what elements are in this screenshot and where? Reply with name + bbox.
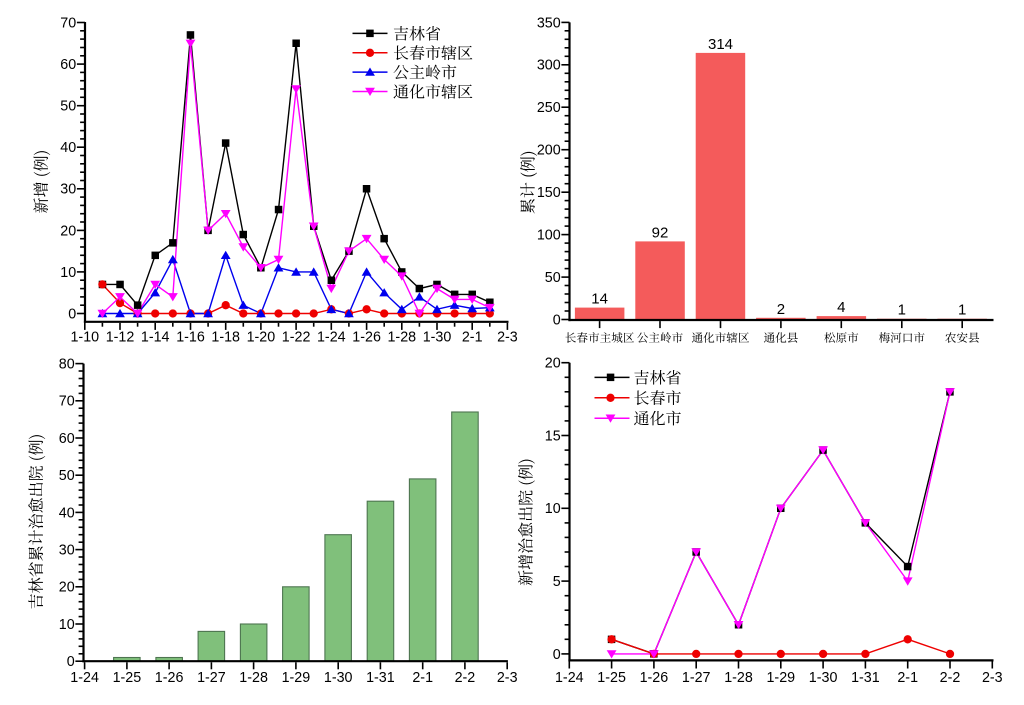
svg-text:40: 40 xyxy=(60,140,76,156)
svg-text:1-26: 1-26 xyxy=(352,329,381,345)
svg-text:1: 1 xyxy=(898,302,906,319)
svg-text:1-24: 1-24 xyxy=(555,670,584,686)
svg-text:1-26: 1-26 xyxy=(155,670,184,686)
svg-text:1-10: 1-10 xyxy=(70,329,99,345)
svg-text:2-1: 2-1 xyxy=(412,670,433,686)
svg-text:2-1: 2-1 xyxy=(462,329,483,345)
svg-text:0: 0 xyxy=(68,306,76,322)
svg-text:40: 40 xyxy=(59,505,75,521)
svg-text:2-3: 2-3 xyxy=(982,670,1003,686)
svg-text:1-25: 1-25 xyxy=(113,670,142,686)
svg-text:20: 20 xyxy=(59,580,75,596)
svg-text:20: 20 xyxy=(545,356,561,372)
svg-text:1-27: 1-27 xyxy=(682,670,711,686)
svg-text:15: 15 xyxy=(545,428,561,444)
svg-text:0: 0 xyxy=(553,312,561,328)
svg-text:1-22: 1-22 xyxy=(282,329,311,345)
svg-text:1-24: 1-24 xyxy=(70,670,99,686)
svg-text:250: 250 xyxy=(537,100,561,116)
svg-text:314: 314 xyxy=(708,36,733,53)
svg-text:14: 14 xyxy=(591,291,608,308)
svg-text:30: 30 xyxy=(59,543,75,559)
svg-text:1-27: 1-27 xyxy=(197,670,226,686)
svg-text:4: 4 xyxy=(837,299,845,316)
svg-text:150: 150 xyxy=(537,185,561,201)
svg-text:80: 80 xyxy=(59,357,75,373)
svg-text:70: 70 xyxy=(60,15,76,31)
svg-text:60: 60 xyxy=(60,57,76,73)
svg-text:1-28: 1-28 xyxy=(387,329,416,345)
svg-text:1-24: 1-24 xyxy=(317,329,346,345)
svg-text:1-18: 1-18 xyxy=(211,329,240,345)
svg-text:92: 92 xyxy=(652,224,669,241)
svg-text:200: 200 xyxy=(537,143,561,159)
svg-text:5: 5 xyxy=(553,574,561,590)
svg-text:1-20: 1-20 xyxy=(247,329,276,345)
svg-text:100: 100 xyxy=(537,228,561,244)
svg-text:300: 300 xyxy=(537,58,561,74)
svg-text:350: 350 xyxy=(537,15,561,31)
svg-text:50: 50 xyxy=(59,468,75,484)
svg-text:60: 60 xyxy=(59,431,75,447)
svg-text:10: 10 xyxy=(60,265,76,281)
svg-text:10: 10 xyxy=(59,617,75,633)
svg-text:1-28: 1-28 xyxy=(724,670,753,686)
svg-text:20: 20 xyxy=(60,223,76,239)
svg-text:10: 10 xyxy=(545,501,561,517)
svg-text:50: 50 xyxy=(60,99,76,115)
svg-text:30: 30 xyxy=(60,182,76,198)
svg-text:2-2: 2-2 xyxy=(940,670,961,686)
svg-text:1-26: 1-26 xyxy=(640,670,669,686)
svg-text:2-1: 2-1 xyxy=(897,670,918,686)
svg-text:1-29: 1-29 xyxy=(282,670,311,686)
svg-text:0: 0 xyxy=(67,654,75,670)
svg-text:1-30: 1-30 xyxy=(324,670,353,686)
svg-text:1-31: 1-31 xyxy=(851,670,880,686)
svg-text:1-25: 1-25 xyxy=(597,670,626,686)
svg-text:2-3: 2-3 xyxy=(497,670,518,686)
svg-text:2-2: 2-2 xyxy=(455,670,476,686)
svg-text:1-29: 1-29 xyxy=(766,670,795,686)
svg-text:1-16: 1-16 xyxy=(176,329,205,345)
svg-text:1-31: 1-31 xyxy=(366,670,395,686)
svg-text:1-28: 1-28 xyxy=(239,670,268,686)
svg-text:1: 1 xyxy=(958,302,966,319)
svg-text:1-12: 1-12 xyxy=(106,329,135,345)
svg-text:2: 2 xyxy=(777,301,785,318)
svg-text:2-3: 2-3 xyxy=(497,329,518,345)
svg-text:70: 70 xyxy=(59,394,75,410)
svg-text:1-30: 1-30 xyxy=(423,329,452,345)
svg-text:1-14: 1-14 xyxy=(141,329,170,345)
svg-text:1-30: 1-30 xyxy=(809,670,838,686)
svg-text:50: 50 xyxy=(545,270,561,286)
svg-text:0: 0 xyxy=(553,647,561,663)
